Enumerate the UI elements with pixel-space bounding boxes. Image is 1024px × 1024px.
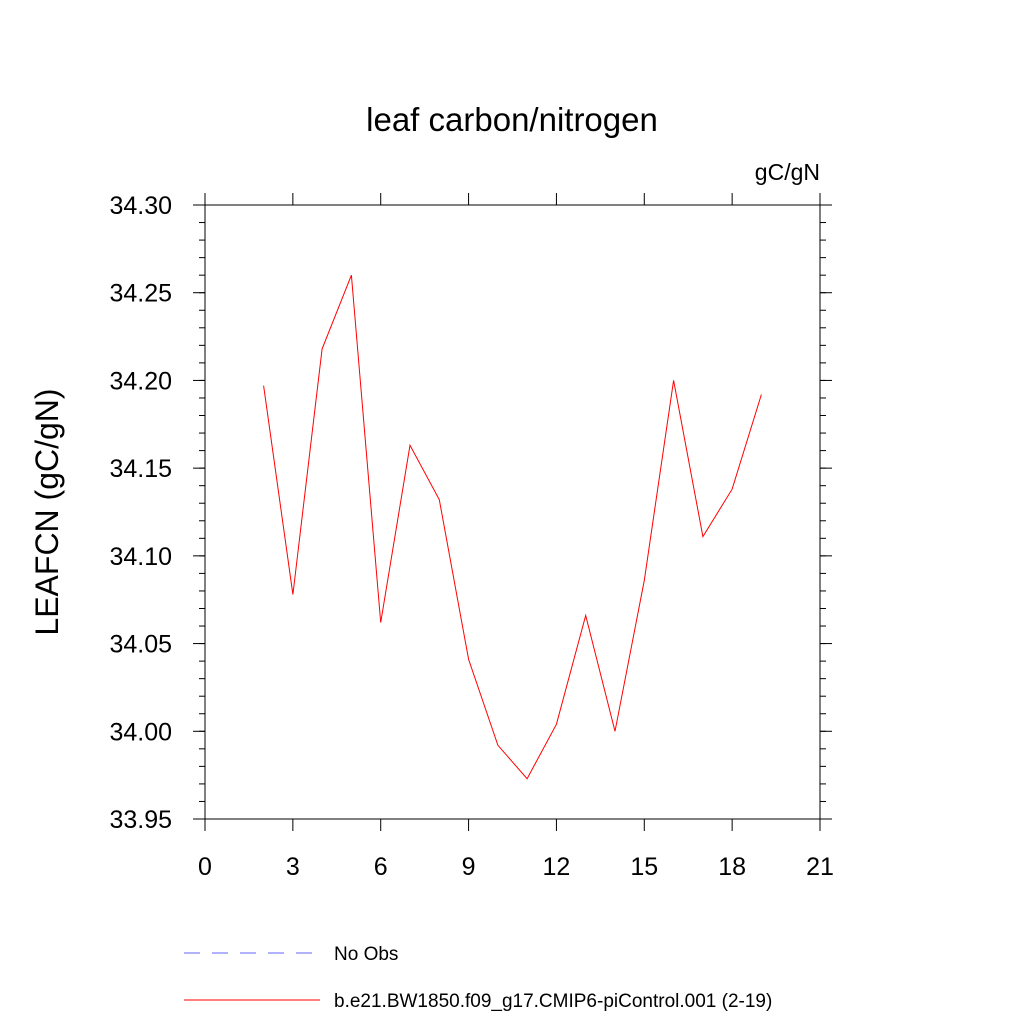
x-tick-labels: 0 3 6 9 12 15 18 21 [198,853,834,881]
y-tick-label: 34.30 [109,192,172,220]
plot-frame [204,204,821,820]
legend: No Obs b.e21.BW1850.f09_g17.CMIP6-piContr… [184,944,772,1012]
x-tick-label: 18 [718,853,746,881]
units-label: gC/gN [755,159,820,185]
legend-label: No Obs [334,944,398,965]
x-tick-label: 15 [630,853,658,881]
y-axis-label: LEAFCN (gC/gN) [29,388,65,635]
x-tick-label: 21 [806,853,834,881]
y-tick-labels: 33.95 34.00 34.05 34.10 34.15 34.20 34.25 34.30 [109,192,172,834]
x-tick-label: 6 [374,853,388,881]
x-tick-label: 9 [462,853,476,881]
series-layer [263,275,762,780]
x-tick-label: 12 [543,853,571,881]
x-tick-label: 0 [198,853,212,881]
y-tick-label: 34.10 [109,543,172,571]
legend-label: b.e21.BW1850.f09_g17.CMIP6-piControl.001… [334,991,772,1012]
chart-title: leaf carbon/nitrogen [366,101,658,138]
y-tick-label: 34.25 [109,280,172,308]
y-tick-label: 34.15 [109,455,172,483]
series-line [263,275,762,780]
y-tick-label: 34.05 [109,631,172,659]
y-tick-label: 33.95 [109,806,172,834]
x-tick-label: 3 [286,853,300,881]
axis-ticks [193,193,832,831]
y-tick-label: 34.20 [109,367,172,395]
y-tick-label: 34.00 [109,718,172,746]
